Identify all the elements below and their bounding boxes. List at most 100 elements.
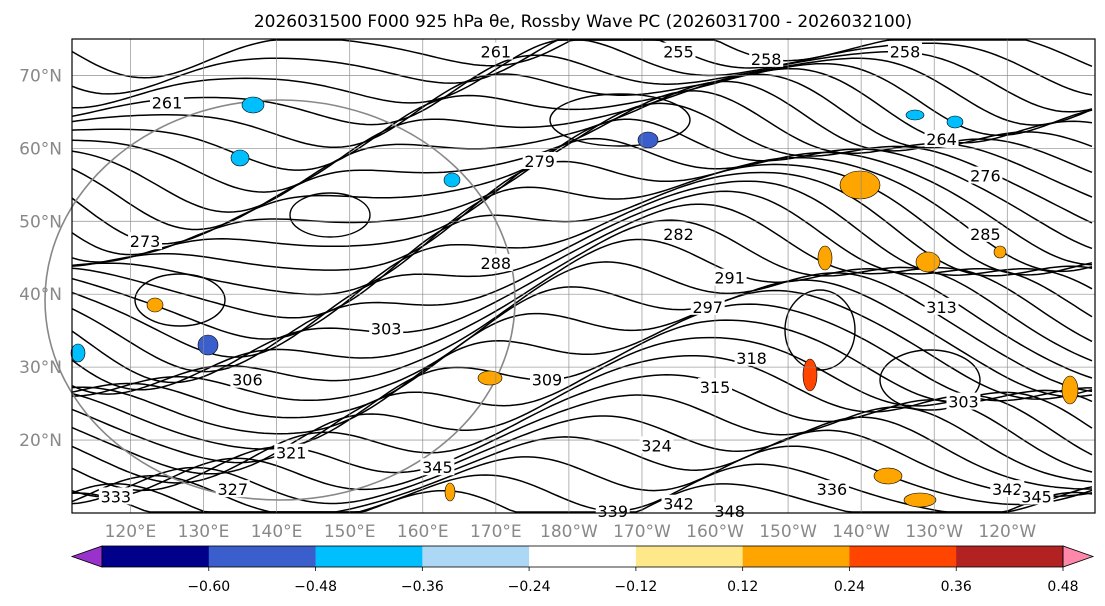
contour-label-text: 261 (481, 43, 512, 62)
contour-label: 285 (968, 224, 1003, 244)
contour-label: 261 (478, 42, 513, 62)
contour-label: 282 (661, 224, 696, 244)
lon-tick-label: 150°W (759, 522, 817, 542)
contour-line (71, 171, 1093, 319)
lon-tick-label: 140°W (832, 522, 890, 542)
contour-line (71, 394, 1093, 492)
contour-label: 297 (690, 297, 725, 317)
colorbar-extend-low (70, 545, 103, 568)
contour-label-text: 273 (130, 232, 161, 251)
contour-label-text: 324 (641, 436, 672, 455)
colorbar-tick-label: −0.24 (508, 579, 551, 595)
colorbar: −0.60 −0.48 −0.36 −0.24 −0.12 0.12 0.24 0.36 0.4… (70, 545, 1095, 595)
contour-label-text: 264 (926, 130, 957, 149)
contour-label: 303 (369, 319, 404, 339)
contour-line (71, 62, 1093, 149)
lat-tick-label: 40°N (19, 285, 62, 305)
contour-label: 321 (274, 443, 309, 463)
lat-tick-label: 20°N (19, 431, 62, 451)
anomaly-patch (802, 358, 818, 392)
anomaly-patch (1061, 375, 1079, 405)
contour-line (71, 238, 1093, 391)
map-title: 2026031500 F000 925 hPa θe, Rossby Wave … (254, 12, 912, 32)
contour-closed (289, 192, 371, 238)
contour-label: 342 (661, 494, 696, 514)
contour-label-text: 306 (232, 371, 263, 390)
contour-label: 342 (990, 480, 1025, 499)
contour-line (71, 429, 1093, 505)
contour-label: 288 (478, 254, 513, 273)
gridlines (72, 39, 1095, 513)
contour-label: 327 (215, 480, 250, 499)
contour-label: 264 (924, 130, 959, 149)
colorbar-extend-high (1062, 545, 1095, 568)
colorbar-tick-label: −0.60 (187, 579, 230, 595)
lat-tick-label: 60°N (19, 139, 62, 159)
contour-label: 258 (749, 49, 784, 69)
contour-label-text: 339 (597, 502, 628, 521)
lon-tick-label: 160°E (397, 522, 449, 542)
anomaly-patch (873, 467, 903, 485)
lon-tick-label: 180°W (540, 522, 598, 542)
contour-label: 333 (98, 487, 133, 506)
contour-line (71, 303, 1092, 435)
contour-label-text: 327 (217, 480, 248, 499)
colorbar-segment (956, 546, 1064, 567)
contour-label-text: 276 (970, 167, 1001, 186)
contour-label: 318 (734, 348, 769, 368)
contour-line (71, 289, 1093, 419)
contour-label: 261 (149, 93, 184, 113)
colorbar-segment (315, 546, 423, 567)
contour-closed (549, 93, 691, 147)
contour-label: 345 (1019, 487, 1054, 506)
contour-label-text: 282 (663, 225, 694, 244)
colorbar-segment (849, 546, 957, 567)
anomaly-patch (146, 297, 164, 313)
map-background (72, 39, 1095, 513)
anomaly-patch (197, 334, 219, 356)
contour-label-text: 342 (992, 480, 1023, 499)
contour-line (71, 279, 1093, 402)
contour-label: 315 (698, 378, 733, 397)
anomaly-patch (444, 482, 456, 502)
contour-label-text: 285 (970, 225, 1001, 244)
contour-label-text: 315 (700, 378, 731, 397)
colorbar-segment (742, 546, 850, 567)
contour-line (71, 483, 1093, 513)
contour-label: 309 (529, 370, 564, 390)
contour-label-text: 336 (817, 480, 848, 499)
anomaly-patch (903, 492, 937, 508)
contour-label: 348 (712, 502, 747, 521)
colorbar-tick-label: 0.24 (834, 579, 865, 595)
contour-label-text: 297 (692, 298, 723, 317)
contour-label-text: 261 (152, 94, 183, 113)
contour-line (71, 354, 1093, 475)
colorbar-tick-label: −0.48 (294, 579, 337, 595)
lat-tick-label: 50°N (19, 212, 62, 232)
longitude-labels: 120°E 130°E 140°E 150°E 160°E 170°E 180°W 170°W… (105, 522, 1037, 542)
contour-labels: 261 255 258 258 261 264 276 279 282 285 273 288 291 2… (98, 42, 1054, 521)
contour-label-text: 345 (422, 458, 453, 477)
contour-line (71, 319, 1093, 450)
contour-label: 303 (946, 392, 981, 412)
contour-label: 273 (128, 232, 163, 251)
region-circle (44, 99, 516, 501)
contour-label-text: 255 (663, 43, 694, 62)
anomaly-patch (443, 172, 461, 188)
contour-label-text: 313 (926, 298, 957, 317)
contour-label: 306 (230, 370, 265, 390)
colorbar-segment (529, 546, 637, 567)
contour-label: 276 (968, 166, 1003, 186)
contour-label: 313 (924, 297, 959, 317)
lon-tick-label: 170°E (470, 522, 522, 542)
map-frame (71, 38, 1096, 514)
contour-line (71, 415, 1092, 498)
contour-label: 255 (661, 42, 696, 62)
latitude-labels: 70°N 60°N 50°N 40°N 30°N 20°N (19, 66, 62, 451)
map-area: 261 255 258 258 261 264 276 279 282 285 273 288 291 2… (44, 38, 1096, 521)
contour-line (71, 54, 1093, 126)
colorbar-segment (102, 546, 210, 567)
anomaly-patch (839, 170, 881, 200)
contour-label: 291 (712, 268, 747, 288)
lon-tick-label: 170°W (613, 522, 671, 542)
